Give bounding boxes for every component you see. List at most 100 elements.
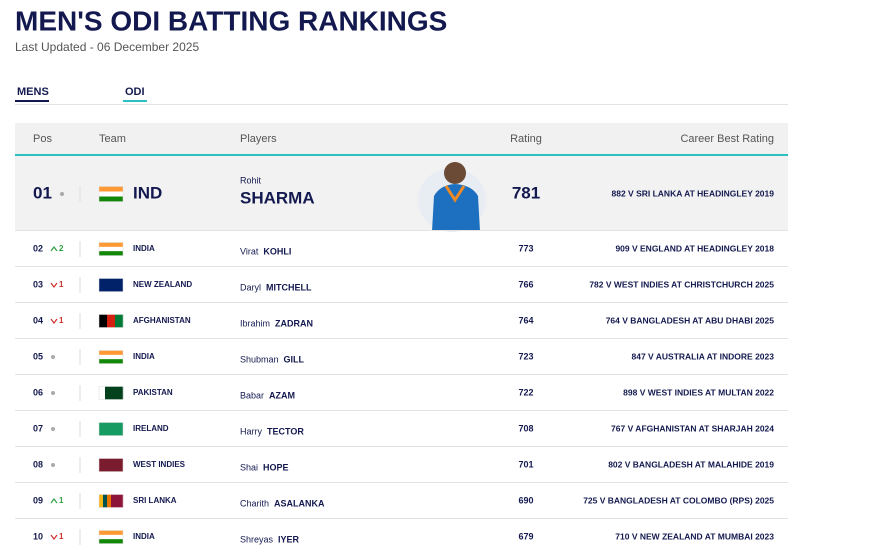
flag-border xyxy=(98,422,124,436)
flag-stripe xyxy=(99,530,123,536)
flag-stripe xyxy=(99,354,123,360)
player-last: TECTOR xyxy=(267,426,304,436)
position: 04 xyxy=(33,315,43,325)
page-title: MEN'S ODI BATTING RANKINGS xyxy=(15,5,447,36)
flag-stripe xyxy=(99,422,123,436)
column-header: Pos xyxy=(33,133,52,145)
flag-stripe xyxy=(115,314,124,328)
player-last: MITCHELL xyxy=(266,282,312,292)
trend-arrow xyxy=(50,246,58,252)
column-header: Career Best Rating xyxy=(680,133,774,145)
flag-stripe xyxy=(99,359,123,364)
tab-underline xyxy=(15,100,49,102)
career-best: 898 V WEST INDIES AT MULTAN 2022 xyxy=(623,387,774,397)
trend-change: 2 xyxy=(59,244,64,253)
tab[interactable]: ODI xyxy=(125,86,145,98)
career-best: 882 V SRI LANKA AT HEADINGLEY 2019 xyxy=(612,188,775,198)
player-last: SHARMA xyxy=(240,188,315,207)
player-last: IYER xyxy=(278,534,300,544)
flag-stripe xyxy=(115,494,120,508)
flag-border xyxy=(98,530,124,544)
flag-stripe xyxy=(99,314,108,328)
career-best: 725 V BANGLADESH AT COLOMBO (RPS) 2025 xyxy=(583,495,774,505)
team: INDIA xyxy=(133,532,155,541)
flag-stripe xyxy=(99,458,123,472)
player-first: Daryl xyxy=(240,282,261,292)
trend-same xyxy=(51,355,55,359)
rating: 679 xyxy=(518,531,533,541)
position: 06 xyxy=(33,387,43,397)
rating: 781 xyxy=(512,183,540,202)
career-best: 847 V AUSTRALIA AT INDORE 2023 xyxy=(632,351,775,361)
flag-stripe xyxy=(107,494,112,508)
flag-stripe xyxy=(99,186,123,192)
team: IND xyxy=(133,183,162,202)
flag-stripe xyxy=(99,196,123,202)
career-best: 909 V ENGLAND AT HEADINGLEY 2018 xyxy=(615,243,774,253)
team: WEST INDIES xyxy=(133,460,186,469)
player-first: Harry xyxy=(240,426,262,436)
team: AFGHANISTAN xyxy=(133,316,191,325)
flag-stripe xyxy=(117,386,124,400)
player-first: Ibrahim xyxy=(240,318,270,328)
flag-stripe xyxy=(119,494,124,508)
column-header: Rating xyxy=(510,133,542,145)
trend-same xyxy=(60,192,64,196)
team: PAKISTAN xyxy=(133,388,173,397)
column-header: Players xyxy=(240,133,277,145)
position: 01 xyxy=(33,183,52,202)
tab-underline xyxy=(123,100,147,102)
flag-stripe xyxy=(111,494,116,508)
trend-same xyxy=(51,391,55,395)
trend-change: 1 xyxy=(59,280,64,289)
trend-arrow xyxy=(50,318,58,324)
player-last: ASALANKA xyxy=(274,498,325,508)
flag-stripe xyxy=(103,494,108,508)
flag-border xyxy=(98,278,124,292)
trend-change: 1 xyxy=(59,532,64,541)
trend-arrow xyxy=(50,282,58,288)
trend-change: 1 xyxy=(59,496,64,505)
player-first: Shreyas xyxy=(240,534,274,544)
rating: 766 xyxy=(518,279,533,289)
position: 05 xyxy=(33,351,43,361)
header-border xyxy=(15,154,788,156)
flag-stripe xyxy=(105,386,112,400)
position: 02 xyxy=(33,243,43,253)
player-last: KOHLI xyxy=(263,246,291,256)
column-header: Team xyxy=(99,133,126,145)
career-best: 802 V BANGLADESH AT MALAHIDE 2019 xyxy=(608,459,774,469)
position: 10 xyxy=(33,531,43,541)
player-first: Babar xyxy=(240,390,264,400)
player-last: GILL xyxy=(284,354,305,364)
flag-stripe xyxy=(99,494,104,508)
flag-border xyxy=(98,242,124,256)
player-first: Virat xyxy=(240,246,259,256)
team: SRI LANKA xyxy=(133,496,177,505)
flag-border xyxy=(98,386,124,400)
table-header xyxy=(15,123,788,155)
flag-border xyxy=(98,458,124,472)
player-first: Charith xyxy=(240,498,269,508)
team: NEW ZEALAND xyxy=(133,280,192,289)
flag-stripe xyxy=(99,278,123,292)
flag-stripe xyxy=(99,246,123,252)
flag-stripe xyxy=(107,314,116,328)
rating: 722 xyxy=(518,387,533,397)
flag-border xyxy=(98,350,124,364)
flag-stripe xyxy=(99,539,123,544)
trend-arrow xyxy=(50,498,58,504)
rating: 701 xyxy=(518,459,533,469)
rating: 690 xyxy=(518,495,533,505)
flag-stripe xyxy=(99,191,123,197)
position: 07 xyxy=(33,423,43,433)
tab[interactable]: MENS xyxy=(17,86,49,98)
position: 08 xyxy=(33,459,43,469)
rating: 773 xyxy=(518,243,533,253)
career-best: 764 V BANGLADESH AT ABU DHABI 2025 xyxy=(606,315,775,325)
flag-stripe xyxy=(99,386,106,400)
player-first: Shai xyxy=(240,462,258,472)
player-last: AZAM xyxy=(269,390,295,400)
trend-same xyxy=(51,427,55,431)
